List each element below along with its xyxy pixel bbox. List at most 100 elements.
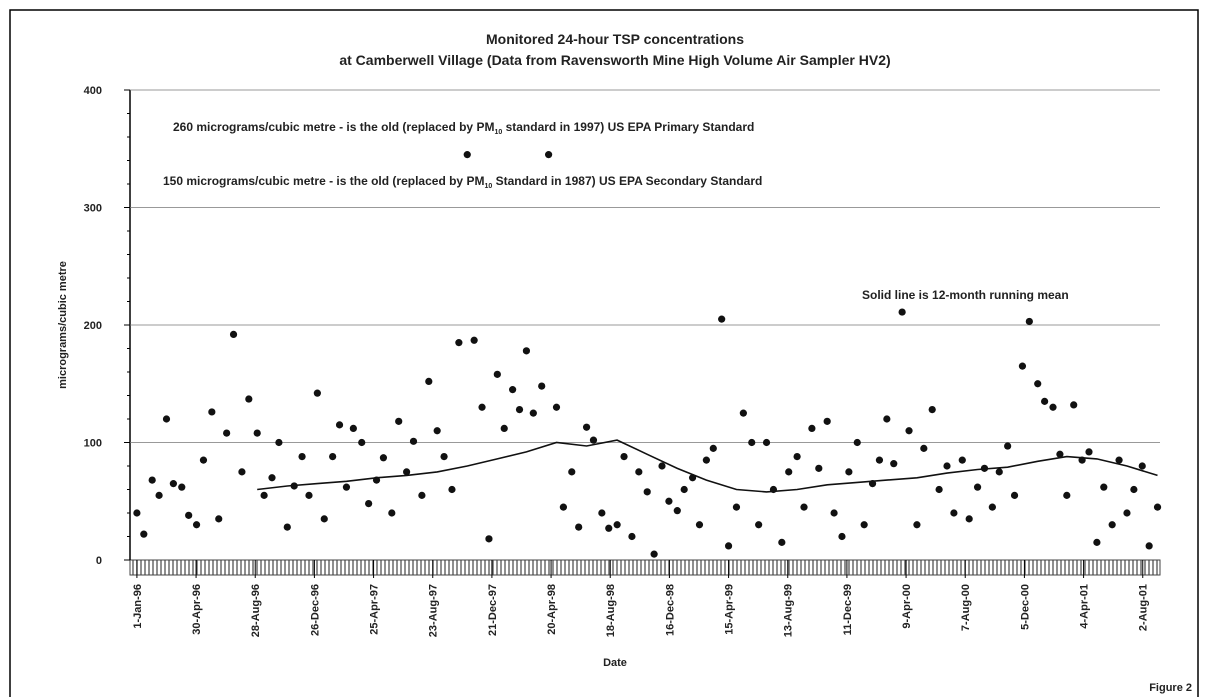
point (755, 521, 763, 529)
point (582, 423, 591, 431)
point (155, 491, 163, 499)
point (1063, 491, 1071, 499)
x-tick-label: 1-Jan-96 (132, 584, 144, 629)
point (409, 437, 418, 445)
point (298, 453, 306, 461)
x-tick-label: 20-Apr-98 (546, 584, 558, 635)
point (800, 503, 808, 511)
x-tick-label: 18-Aug-98 (605, 584, 617, 637)
point (238, 468, 246, 476)
point (148, 476, 156, 484)
x-tick-label: 7-Aug-00 (960, 584, 972, 631)
x-tick-label: 26-Dec-96 (309, 584, 321, 636)
point (342, 483, 351, 491)
x-tick-label: 23-Aug-97 (428, 584, 440, 637)
annotation: Solid line is 12-month running mean (862, 288, 1069, 302)
point (1093, 538, 1101, 546)
point (199, 456, 208, 464)
frame (9, 9, 1199, 697)
x-tick-label: 21-Dec-97 (487, 584, 499, 636)
chart-title: at Camberwell Village (Data from Ravensw… (339, 52, 890, 68)
point (635, 468, 643, 476)
point (883, 415, 891, 423)
point (815, 464, 823, 472)
point (470, 336, 478, 344)
point (838, 532, 846, 541)
point (403, 468, 411, 476)
x-tick-label: 9-Apr-00 (901, 584, 913, 629)
point (702, 456, 710, 464)
point (1145, 542, 1153, 550)
point (455, 339, 463, 347)
point (178, 483, 186, 491)
point (605, 524, 613, 532)
point (890, 460, 898, 468)
point (620, 453, 628, 461)
point (1018, 362, 1027, 370)
point (778, 538, 786, 546)
point (709, 444, 717, 452)
annotation-text: Standard in 1987) US EPA Secondary Stand… (492, 174, 762, 188)
y-axis-label: micrograms/cubic metre (57, 261, 69, 389)
point (433, 427, 441, 435)
point (643, 488, 651, 496)
x-tick-label: 25-Apr-97 (369, 584, 381, 635)
point (628, 532, 636, 541)
annotation-text: 260 micrograms/cubic metre - is the old … (173, 120, 494, 134)
point (245, 395, 253, 403)
x-axis-strip (129, 559, 1161, 576)
point (329, 453, 337, 461)
point (1070, 401, 1078, 409)
point (358, 438, 366, 447)
point (283, 523, 291, 531)
annotation: 260 micrograms/cubic metre - is the old … (173, 120, 754, 136)
x-tick-label: 15-Apr-99 (724, 584, 736, 635)
point (935, 485, 943, 494)
point (1049, 403, 1057, 411)
x-tick-label: 30-Apr-96 (191, 584, 203, 635)
annotation-sub: 10 (494, 129, 502, 136)
point (478, 403, 486, 411)
point (185, 511, 193, 519)
y-tick-label: 300 (84, 203, 102, 215)
point (575, 523, 583, 531)
point (732, 503, 741, 511)
point (552, 403, 561, 411)
point (1100, 483, 1108, 491)
point (208, 408, 216, 416)
point (1153, 503, 1162, 511)
point (1108, 521, 1116, 529)
x-tick-label: 11-Dec-99 (842, 584, 854, 635)
point (943, 462, 951, 470)
x-tick-label: 2-Aug-01 (1138, 584, 1150, 631)
point (808, 424, 816, 432)
x-axis-label: Date (603, 657, 627, 669)
point (860, 521, 868, 529)
point (793, 453, 801, 461)
point (568, 468, 576, 476)
point (650, 550, 658, 558)
point (965, 515, 973, 523)
x-tick-label: 28-Aug-96 (250, 584, 262, 637)
point (229, 330, 238, 338)
point (673, 507, 681, 515)
point (395, 417, 403, 425)
point (305, 491, 313, 499)
annotation-text: standard in 1997) US EPA Primary Standar… (502, 120, 754, 134)
point (830, 509, 838, 517)
point (463, 151, 471, 159)
point (1041, 397, 1049, 405)
point (589, 436, 598, 444)
point (522, 347, 531, 355)
point (823, 417, 831, 425)
point (500, 424, 508, 432)
point (425, 377, 433, 385)
point (785, 468, 793, 476)
point (485, 535, 493, 543)
point (748, 438, 756, 447)
figure-label: Figure 2 (1149, 682, 1192, 694)
point (695, 521, 704, 529)
point (268, 474, 276, 482)
point (215, 515, 223, 523)
